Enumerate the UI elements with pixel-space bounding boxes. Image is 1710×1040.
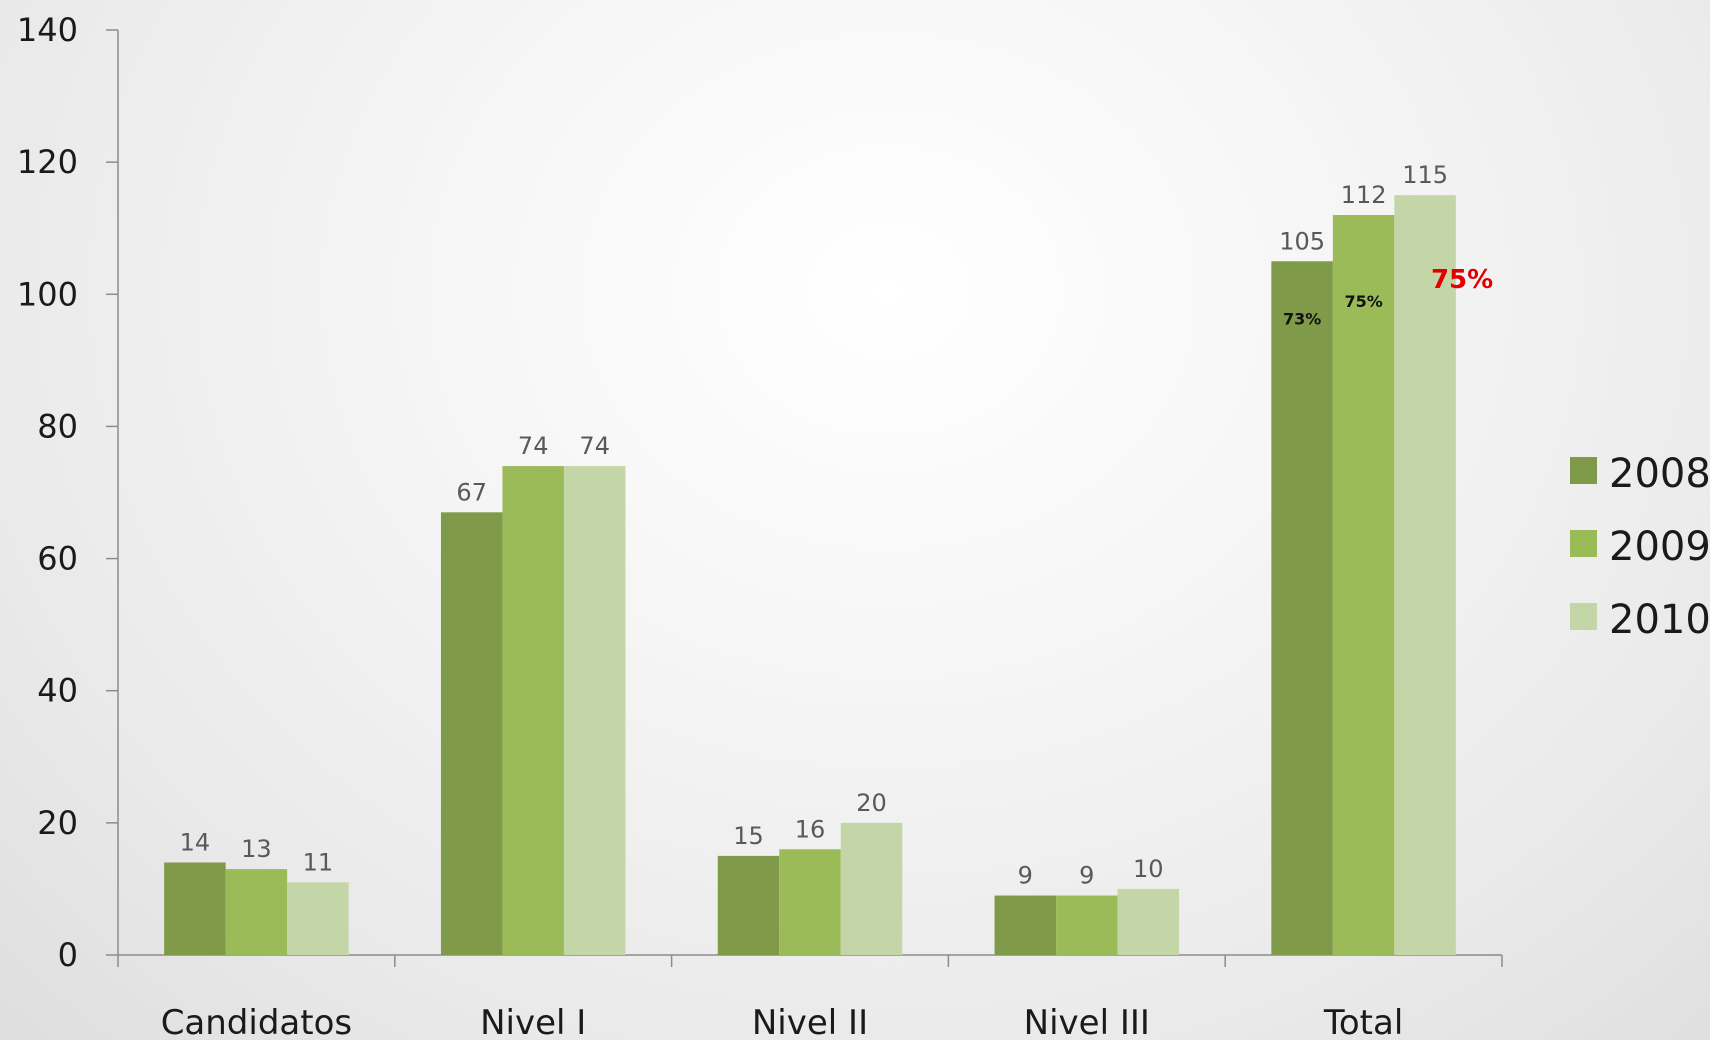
bar-value-label: 13 bbox=[241, 835, 272, 863]
bar-value-label: 105 bbox=[1279, 227, 1325, 255]
percent-annotation: 75% bbox=[1431, 265, 1493, 295]
bar bbox=[1332, 215, 1395, 955]
bar bbox=[440, 512, 503, 955]
x-category-label: Total bbox=[1323, 1003, 1403, 1040]
bar-value-label: 20 bbox=[856, 789, 887, 817]
legend-swatch bbox=[1570, 457, 1597, 484]
bar bbox=[779, 849, 841, 955]
legend-label: 2008 bbox=[1609, 451, 1710, 497]
bar-value-label: 74 bbox=[579, 432, 610, 460]
bar-value-label: 10 bbox=[1133, 855, 1164, 883]
percent-annotation: 75% bbox=[1344, 292, 1382, 311]
bar bbox=[1117, 888, 1180, 955]
bar-value-label: 9 bbox=[1079, 862, 1094, 890]
x-category-label: Nivel III bbox=[1024, 1003, 1150, 1040]
bar bbox=[225, 869, 288, 955]
bar bbox=[994, 895, 1057, 955]
y-tick-label: 40 bbox=[37, 672, 78, 710]
bar bbox=[1056, 895, 1118, 955]
legend-label: 2009 bbox=[1609, 524, 1710, 570]
chart-data-labels: 14 13 11 67 74 74 15 16 20 9 9 10 105 112 115 73% 75% 75% bbox=[180, 161, 1494, 889]
bar-value-label: 16 bbox=[795, 815, 826, 843]
legend-swatch bbox=[1570, 603, 1597, 630]
bar-value-label: 112 bbox=[1341, 181, 1387, 209]
bar-value-label: 11 bbox=[303, 848, 334, 876]
y-tick-label: 140 bbox=[17, 11, 78, 49]
bar-value-label: 14 bbox=[180, 829, 211, 857]
x-category-label: Nivel II bbox=[752, 1003, 868, 1040]
bar-value-label: 115 bbox=[1402, 161, 1448, 189]
bar bbox=[563, 466, 626, 955]
chart-legend: 2008 2009 2010 bbox=[1570, 451, 1710, 643]
legend-swatch bbox=[1570, 530, 1597, 557]
bar bbox=[502, 466, 564, 955]
bar-value-label: 15 bbox=[733, 822, 764, 850]
percent-annotation: 73% bbox=[1283, 309, 1321, 328]
bar bbox=[1271, 261, 1333, 955]
bar-value-label: 74 bbox=[518, 432, 549, 460]
x-category-label: Nivel I bbox=[480, 1003, 586, 1040]
y-tick-label: 60 bbox=[37, 540, 78, 578]
chart-axes: 0 20 40 60 80 100 120 140 Candidatos Nivel I Nivel… bbox=[17, 11, 1503, 1040]
bar-value-label: 9 bbox=[1018, 862, 1033, 890]
bar bbox=[1394, 195, 1456, 955]
x-category-label: Candidatos bbox=[161, 1003, 352, 1040]
bar bbox=[717, 855, 780, 955]
bar bbox=[840, 822, 903, 955]
y-tick-label: 0 bbox=[58, 936, 78, 974]
bar bbox=[164, 862, 226, 955]
y-tick-label: 100 bbox=[17, 275, 78, 313]
legend-label: 2010 bbox=[1609, 597, 1710, 643]
y-tick-label: 80 bbox=[37, 407, 78, 445]
bar bbox=[287, 882, 349, 955]
chart-bars bbox=[164, 195, 1456, 955]
y-tick-label: 20 bbox=[37, 804, 78, 842]
bar-value-label: 67 bbox=[456, 478, 487, 506]
y-tick-label: 120 bbox=[17, 143, 78, 181]
